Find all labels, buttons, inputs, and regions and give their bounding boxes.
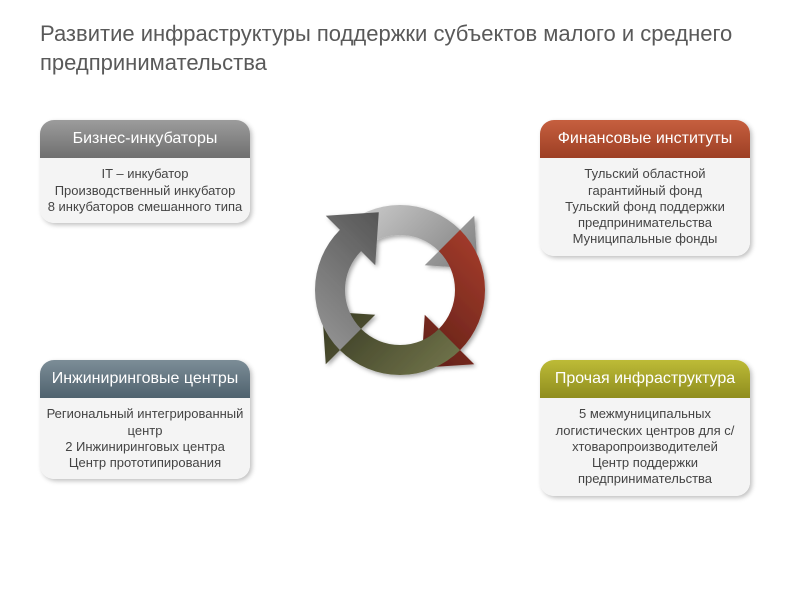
card-engineering-header: Инжиниринговые центры <box>40 360 250 398</box>
card-engineering-body: Региональный интегрированный центр2 Инжи… <box>40 398 250 479</box>
card-incubators-header: Бизнес-инкубаторы <box>40 120 250 158</box>
page-title: Развитие инфраструктуры поддержки субъек… <box>40 20 760 77</box>
card-other-infra-body: 5 межмуниципальных логистических центров… <box>540 398 750 495</box>
card-incubators: Бизнес-инкубаторы IT – инкубаторПроизвод… <box>40 120 250 223</box>
card-other-infra-header: Прочая инфраструктура <box>540 360 750 398</box>
card-incubators-body: IT – инкубаторПроизводственный инкубатор… <box>40 158 250 223</box>
card-engineering: Инжиниринговые центры Региональный интег… <box>40 360 250 479</box>
card-other-infra: Прочая инфраструктура 5 межмуниципальных… <box>540 360 750 496</box>
cycle-arrows-icon <box>270 160 530 420</box>
card-financial: Финансовые институты Тульский областной … <box>540 120 750 256</box>
card-financial-header: Финансовые институты <box>540 120 750 158</box>
card-financial-body: Тульский областной гарантийный фондТульс… <box>540 158 750 255</box>
